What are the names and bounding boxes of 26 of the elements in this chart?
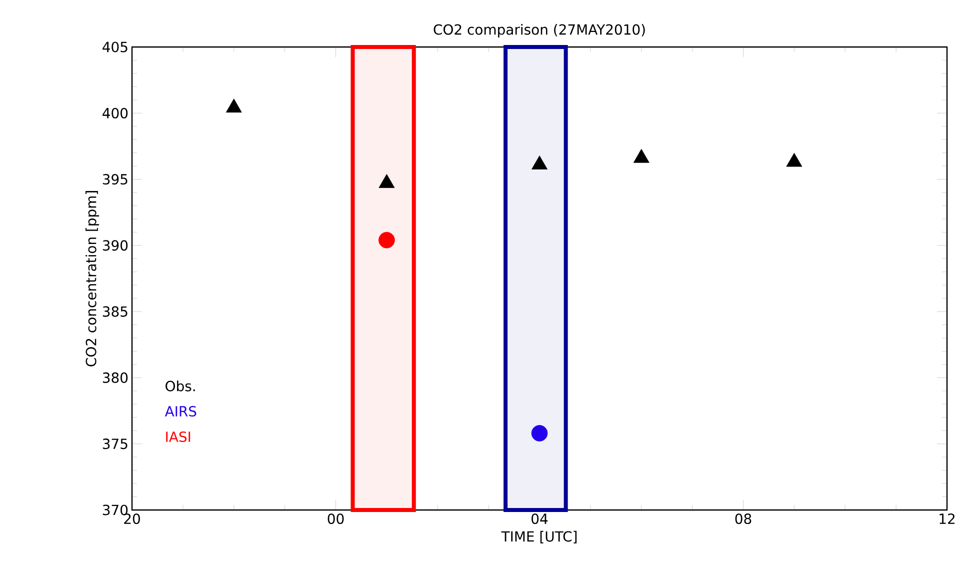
x-axis-title: TIME [UTC] bbox=[501, 530, 577, 544]
text: Obs. bbox=[166, 380, 195, 392]
point bbox=[786, 152, 802, 167]
y-axis-title: CO2 concentration [ppm] bbox=[86, 191, 100, 366]
point bbox=[226, 98, 242, 113]
y-tick-label: 395 bbox=[102, 174, 128, 185]
x-tick-label: 20 bbox=[124, 514, 140, 524]
x-tick-label: 00 bbox=[328, 514, 344, 524]
y-tick-label: 380 bbox=[102, 372, 128, 383]
x-tick-label: 12 bbox=[940, 514, 954, 524]
text: AIRS bbox=[164, 406, 196, 417]
y-tick-label: 400 bbox=[102, 108, 128, 118]
y-tick-label: 405 bbox=[102, 42, 128, 52]
x-tick-label: 04 bbox=[532, 514, 548, 524]
x-tick-label: 08 bbox=[735, 514, 752, 524]
point bbox=[378, 232, 395, 248]
point bbox=[532, 156, 548, 170]
y-tick-label: 370 bbox=[102, 504, 128, 516]
chart-title: CO2 comparison (27MAY2010) bbox=[434, 24, 645, 38]
y-tick-label: 385 bbox=[102, 306, 128, 317]
point bbox=[531, 425, 548, 442]
y-tick-label: 390 bbox=[102, 240, 128, 251]
text: IASI bbox=[166, 431, 190, 442]
point bbox=[378, 174, 395, 188]
y-tick-label: 375 bbox=[102, 438, 128, 450]
point bbox=[633, 148, 650, 163]
